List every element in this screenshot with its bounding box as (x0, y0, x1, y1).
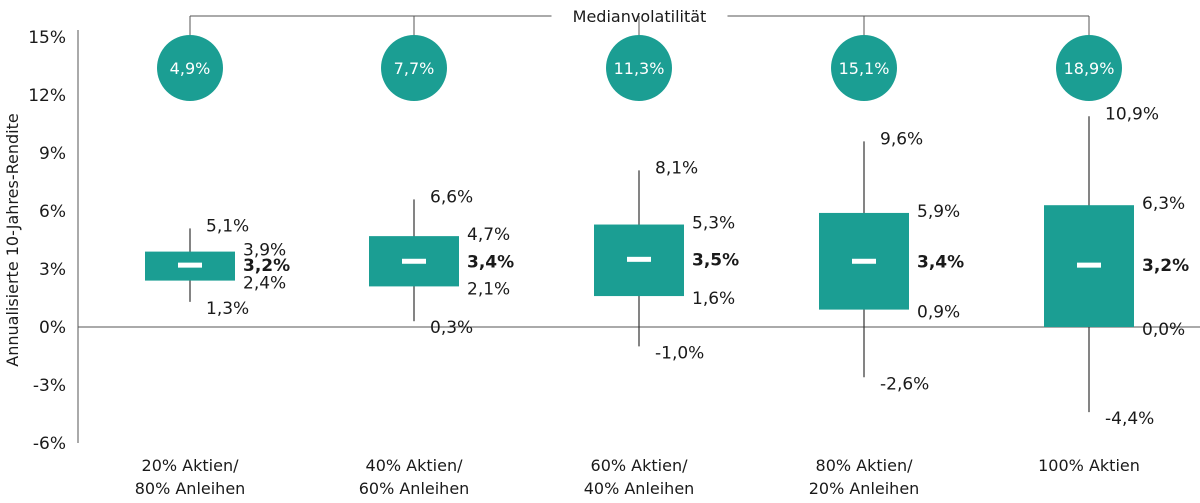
volatility-label: 11,3% (614, 59, 665, 78)
category-label: 100% Aktien (1038, 456, 1140, 475)
y-tick-label: 0% (39, 318, 66, 338)
volatility-label: 15,1% (839, 59, 890, 78)
category-label: 20% Aktien/ (142, 456, 240, 475)
box-group: 15,1% 9,6% 5,9% 3,4% 0,9% -2,6% 80% Aktien/20%… (809, 35, 964, 498)
volatility-circle (381, 35, 447, 101)
whisker-low-label: 1,3% (206, 299, 249, 319)
box-group: 7,7% 6,6% 4,7% 3,4% 2,1% 0,3% 40% Aktien/60% A… (359, 35, 514, 498)
median-marker (402, 258, 426, 264)
whisker-high-label: 6,6% (430, 187, 473, 207)
y-tick-label: 12% (28, 86, 66, 106)
median-marker (852, 258, 876, 264)
y-axis-title: Annualisierte 10-Jahres-Rendite (3, 113, 22, 366)
volatility-circle (1056, 35, 1122, 101)
box-high-label: 5,9% (917, 202, 960, 222)
median-label: 3,5% (692, 250, 739, 270)
whisker-high-label: 5,1% (206, 216, 249, 236)
y-tick-label: 6% (39, 202, 66, 222)
box-high-label: 3,9% (243, 241, 286, 261)
box-low-label: 0,0% (1142, 320, 1185, 340)
whisker-low-label: 0,3% (430, 318, 473, 338)
whisker-low-label: -1,0% (655, 343, 704, 363)
category-label: 60% Aktien/ (591, 456, 689, 475)
median-marker (627, 256, 651, 262)
volatility-label: 7,7% (394, 59, 435, 78)
box-group: 18,9% 10,9% 6,3% 3,2% 0,0% -4,4% 100% Aktien (1038, 35, 1189, 475)
whisker-high-label: 10,9% (1105, 104, 1159, 124)
box-low-label: 2,1% (467, 279, 510, 299)
box-group: 4,9% 5,1% 3,9%3,2%2,4% 1,3% 20% Aktien/80% A… (135, 35, 290, 498)
category-label: 40% Anleihen (584, 479, 695, 498)
median-marker (1077, 262, 1101, 268)
y-tick-label: -3% (33, 376, 66, 396)
y-tick-label: 15% (28, 28, 66, 48)
category-label: 80% Aktien/ (816, 456, 914, 475)
median-label: 3,2% (243, 256, 290, 276)
category-label: 80% Anleihen (135, 479, 246, 498)
box-low-label: 1,6% (692, 289, 735, 309)
box-high-label: 4,7% (467, 225, 510, 245)
median-label: 3,2% (1142, 256, 1189, 276)
median-label: 3,4% (467, 252, 514, 272)
volatility-circle (157, 35, 223, 101)
category-label: 40% Aktien/ (366, 456, 464, 475)
volatility-label: 4,9% (170, 59, 211, 78)
box-high-label: 6,3% (1142, 194, 1185, 214)
category-label: 60% Anleihen (359, 479, 470, 498)
volatility-circle (831, 35, 897, 101)
y-tick-label: -6% (33, 434, 66, 454)
box-low-label: 2,4% (243, 274, 286, 294)
box-low-label: 0,9% (917, 303, 960, 323)
whisker-low-label: -2,6% (880, 374, 929, 394)
box-high-label: 5,3% (692, 214, 735, 234)
category-label: 20% Anleihen (809, 479, 920, 498)
y-tick-label: 3% (39, 260, 66, 280)
y-tick-label: 9% (39, 144, 66, 164)
volatility-circle (606, 35, 672, 101)
volatility-label: 18,9% (1064, 59, 1115, 78)
median-label: 3,4% (917, 252, 964, 272)
whisker-low-label: -4,4% (1105, 409, 1154, 429)
whisker-high-label: 9,6% (880, 129, 923, 149)
box-group: 11,3% 8,1% 5,3% 3,5% 1,6% -1,0% 60% Aktien/40%… (584, 35, 739, 498)
bracket-label: Medianvolatilität (573, 7, 707, 26)
whisker-high-label: 8,1% (655, 158, 698, 178)
median-marker (178, 262, 202, 268)
